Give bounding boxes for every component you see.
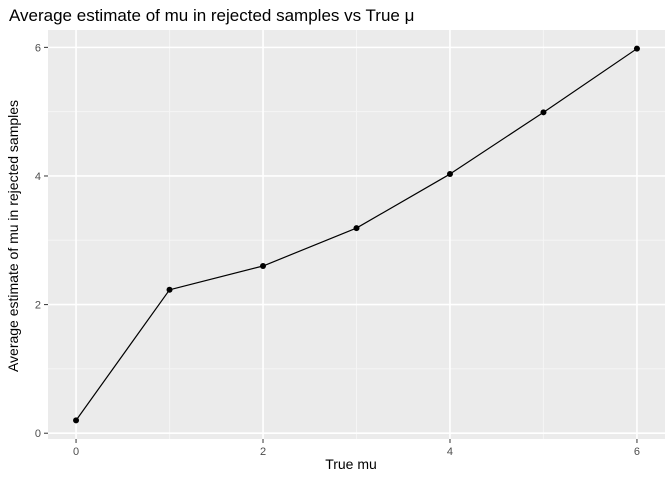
x-axis-title: True mu <box>325 456 377 472</box>
y-tick-label: 2 <box>35 300 41 312</box>
data-point <box>73 417 80 424</box>
y-tick-label: 6 <box>35 42 41 54</box>
x-axis-ticks: 0 2 4 6 <box>73 439 640 458</box>
chart-title: Average estimate of mu in rejected sampl… <box>9 6 414 25</box>
y-tick-label: 0 <box>35 428 41 440</box>
data-point <box>353 225 360 232</box>
y-axis-ticks: 0 2 4 6 <box>35 42 48 440</box>
point-layer <box>73 45 640 424</box>
x-tick-label: 4 <box>447 446 453 458</box>
data-point <box>446 171 453 178</box>
data-point <box>260 263 267 270</box>
data-point <box>166 286 173 293</box>
data-point <box>633 45 640 52</box>
minor-gridlines <box>48 30 665 439</box>
y-tick-label: 4 <box>35 171 41 183</box>
major-gridlines <box>48 30 665 439</box>
x-tick-label: 6 <box>634 446 640 458</box>
y-axis-title: Average estimate of mu in rejected sampl… <box>5 100 21 372</box>
data-point <box>540 109 547 116</box>
x-tick-label: 2 <box>260 446 266 458</box>
x-tick-label: 0 <box>73 446 79 458</box>
